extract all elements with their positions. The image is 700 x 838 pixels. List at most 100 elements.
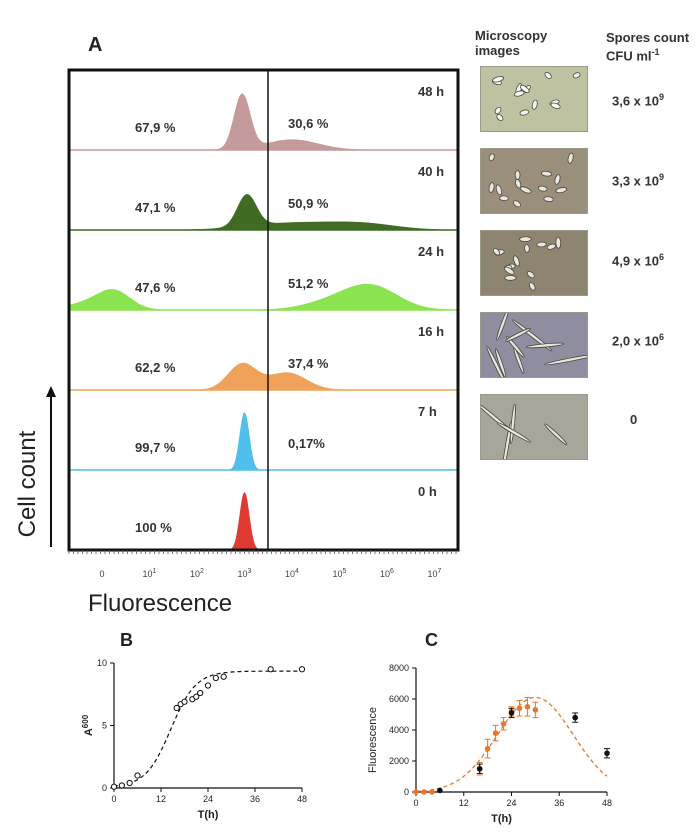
spores-count-base: 3,3 x 10: [612, 173, 659, 189]
cell-shape: [519, 236, 532, 242]
data-point: [126, 779, 133, 787]
black-data-point: [437, 787, 443, 794]
microscopy-cells: [488, 152, 574, 208]
cell-shape: [512, 200, 522, 208]
x-tick-label: 24: [506, 798, 516, 808]
x-tick-label: 48: [297, 794, 307, 804]
spores-count-base: 3,6 x 10: [612, 93, 659, 109]
orange-data-point: [421, 789, 427, 795]
cell-shape: [537, 185, 548, 192]
orange-data-point: [500, 721, 507, 727]
x-tick-label: 0: [99, 569, 104, 579]
x-tick-label: 24: [203, 794, 213, 804]
cell-shape: [505, 335, 525, 358]
cell-shape: [504, 266, 515, 275]
cell-shape: [524, 244, 530, 253]
x-tick-label: 101: [143, 568, 157, 579]
cell-shape: [497, 422, 532, 443]
orange-data-point: [413, 789, 419, 795]
spores-count: 2,0 x 106: [612, 332, 664, 348]
histogram-40h: [70, 194, 458, 231]
y-tick-label: 5: [102, 721, 107, 731]
cell-shape: [488, 182, 495, 193]
left-percentage: 62,2 %: [135, 360, 176, 375]
x-tick-label: 105: [333, 568, 347, 579]
spores-count: 3,6 x 109: [612, 92, 664, 108]
histogram-7h: [70, 412, 457, 471]
black-data-point: [572, 714, 578, 721]
right-percentage: 37,4 %: [288, 356, 329, 371]
cell-shape: [536, 241, 547, 248]
cell-shape: [509, 403, 516, 445]
spores-count-base: 2,0 x 10: [612, 333, 659, 349]
histogram-0h: [70, 492, 457, 551]
time-label: 7 h: [418, 404, 437, 419]
microscopy-cells: [486, 313, 587, 377]
microscopy-image: [480, 148, 588, 214]
data-point: [212, 674, 219, 682]
orange-data-point: [516, 705, 523, 712]
left-percentage: 47,1 %: [135, 200, 176, 215]
spores-header-line1: Spores count: [606, 30, 690, 45]
cell-shape: [555, 236, 562, 249]
left-percentage: 99,7 %: [135, 440, 176, 455]
cell-shape: [514, 170, 521, 180]
time-label: 16 h: [418, 324, 445, 339]
x-tick-label: 0: [413, 798, 418, 808]
histogram-48h: [70, 93, 457, 151]
y-tick-label: 2000: [389, 756, 409, 766]
cell-shape: [544, 354, 587, 366]
panel-a-label: A: [88, 34, 103, 56]
x-tick-label: 12: [459, 798, 469, 808]
orange-data-point: [484, 745, 491, 752]
time-label: 0 h: [418, 484, 437, 499]
right-percentage: 0,17%: [288, 436, 325, 451]
spores-count: 4,9 x 106: [612, 252, 664, 268]
cell-shape: [495, 184, 503, 196]
cell-shape: [492, 76, 505, 83]
cell-shape: [555, 187, 568, 194]
y-tick-label: 4000: [389, 725, 409, 735]
cell-shape: [495, 348, 507, 377]
cell-shape: [567, 152, 574, 164]
cell-shape: [526, 271, 535, 279]
x-tick-label: 12: [156, 794, 166, 804]
panel-b-chart: 0 12 24 36 48 0 5 10 T(h) A600: [81, 658, 307, 821]
x-tick-label: 36: [250, 794, 260, 804]
cell-shape: [496, 114, 504, 122]
data-point: [110, 783, 118, 790]
cell-shape: [519, 109, 530, 116]
x-tick-label: 103: [238, 568, 252, 579]
microscopy-header-line1: Microscopy: [475, 28, 548, 43]
cell-shape: [513, 255, 520, 267]
black-data-point: [604, 750, 610, 757]
cell-shape: [543, 196, 554, 202]
cell-shape: [546, 243, 556, 250]
histogram-16h: [70, 362, 457, 391]
data-point: [220, 673, 227, 680]
y-axis-title: A600: [81, 714, 95, 736]
cell-shape: [504, 275, 517, 281]
microscopy-image: [480, 230, 588, 296]
y-tick-label: 0: [102, 783, 107, 793]
spores-header-exp: -1: [651, 47, 660, 57]
spores-header-unit: CFU ml: [606, 48, 652, 64]
y-axis-label: Cell count: [14, 430, 41, 538]
histogram-frame: [67, 68, 460, 552]
data-point: [173, 704, 180, 712]
black-data-point: [508, 710, 515, 716]
x-tick-label: 48: [602, 798, 612, 808]
spores-count: 3,3 x 109: [612, 172, 664, 188]
histogram-panel: 0 101 102 103 104 105 106 107: [67, 68, 460, 579]
microscopy-cells: [491, 71, 581, 122]
data-point: [204, 682, 212, 689]
cell-shape: [554, 174, 561, 185]
spores-count-base: 4,9 x 10: [612, 253, 659, 269]
cell-shape: [550, 102, 561, 109]
microscopy-cells: [492, 236, 562, 291]
spores-count-exp: 9: [659, 92, 665, 102]
cell-shape: [486, 345, 507, 377]
left-percentage: 67,9 %: [135, 120, 176, 135]
y-tick-label: 6000: [389, 694, 409, 704]
cell-shape: [544, 71, 552, 79]
